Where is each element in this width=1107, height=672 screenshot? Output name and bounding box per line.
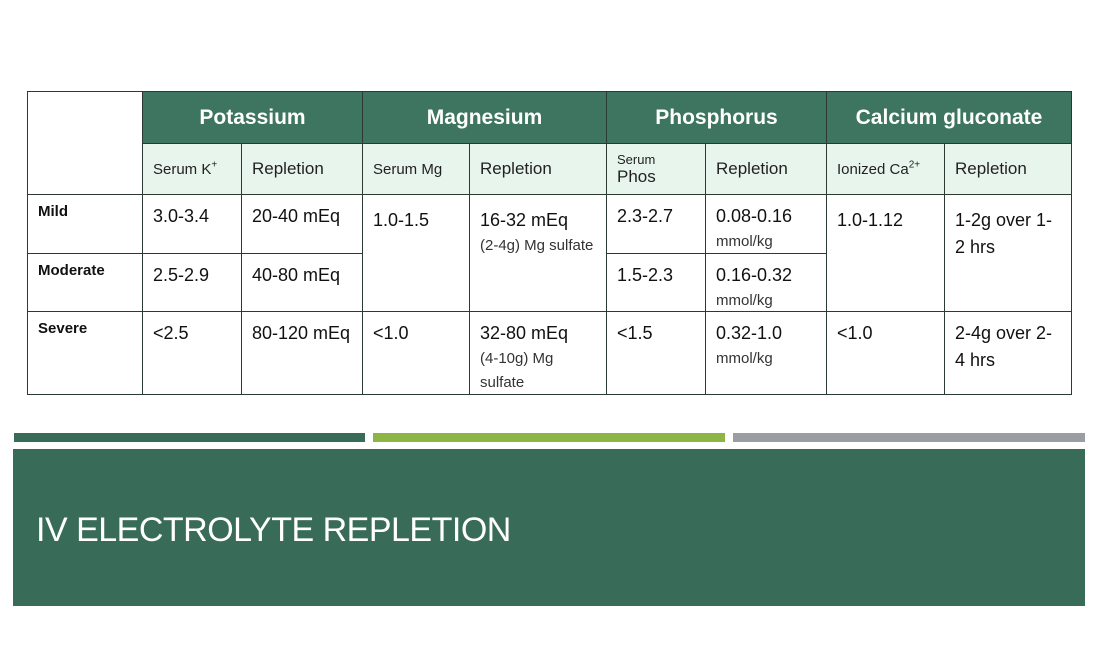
table-cell: 20-40 mEq <box>241 194 363 254</box>
table-cell: 40-80 mEq <box>241 253 363 312</box>
table-cell: <1.5 <box>606 311 706 395</box>
sub-header-text: Phos <box>617 166 656 186</box>
banner: IV ELECTROLYTE REPLETION <box>13 449 1085 606</box>
table-cell: 0.08-0.16 mmol/kg <box>705 194 827 254</box>
row-label: Severe <box>27 311 143 395</box>
group-title: Calcium gluconate <box>855 105 1043 129</box>
table-cell: 2-4g over 2-4 hrs <box>944 311 1072 395</box>
sub-header-text: Repletion <box>252 159 324 178</box>
cell-value: 1.5-2.3 <box>617 265 674 285</box>
cell-value: <1.5 <box>617 323 653 343</box>
table-cell: <1.0 <box>826 311 945 395</box>
accent-bar <box>733 433 1085 442</box>
banner-title: IV ELECTROLYTE REPLETION <box>36 511 511 549</box>
accent-bar <box>373 433 725 442</box>
cell-value: 32-80 mEq <box>480 323 569 343</box>
table-cell: <1.0 <box>362 311 470 395</box>
table-cell: 0.32-1.0 mmol/kg <box>705 311 827 395</box>
sub-header: Serum Mg <box>362 143 470 195</box>
sub-header-line: Ionized Ca2+ <box>837 159 944 179</box>
sub-header-text: Serum Mg <box>373 160 443 178</box>
table-cell: 16-32 mEq (2-4g) Mg sulfate <box>469 194 607 312</box>
row-label-text: Mild <box>38 203 68 220</box>
sub-header-small: Serum <box>617 151 656 167</box>
cell-note: mmol/kg <box>716 233 773 250</box>
cell-note: mmol/kg <box>716 350 773 367</box>
cell-note: (4-10g) Mg sulfate <box>480 350 554 391</box>
sub-header: Ionized Ca2+ <box>826 143 945 195</box>
row-label: Mild <box>27 194 143 254</box>
superscript: + <box>211 159 218 171</box>
group-header: Calcium gluconate <box>826 91 1072 144</box>
cell-value: 2.5-2.9 <box>153 265 210 285</box>
sub-header: Repletion <box>241 143 363 195</box>
cell-value: 20-40 mEq <box>252 206 341 226</box>
cell-value: 80-120 mEq <box>252 323 351 343</box>
cell-value: 1.0-1.5 <box>373 210 430 230</box>
cell-value: <1.0 <box>373 323 409 343</box>
cell-value: 1.0-1.12 <box>837 210 904 230</box>
group-title: Magnesium <box>426 105 543 129</box>
cell-value: 40-80 mEq <box>252 265 341 285</box>
cell-value: 2-4g over 2-4 hrs <box>955 323 1053 370</box>
table-cell: <2.5 <box>142 311 242 395</box>
group-title: Potassium <box>199 105 306 129</box>
sub-header: Serum Phos <box>606 143 706 195</box>
cell-value: <1.0 <box>837 323 873 343</box>
sub-header: Repletion <box>469 143 607 195</box>
sub-header-text: Serum K <box>153 161 212 178</box>
table-cell: 0.16-0.32 mmol/kg <box>705 253 827 312</box>
sub-header: Serum K+ <box>142 143 242 195</box>
table-cell: 1.0-1.5 <box>362 194 470 312</box>
group-header: Magnesium <box>362 91 607 144</box>
group-title: Phosphorus <box>655 105 778 129</box>
sub-header-text: Ionized Ca <box>837 161 909 178</box>
cell-value: 0.08-0.16 <box>716 206 793 226</box>
table-cell: 1-2g over 1-2 hrs <box>944 194 1072 312</box>
group-header: Potassium <box>142 91 363 144</box>
group-header: Phosphorus <box>606 91 827 144</box>
corner-cell <box>27 91 143 195</box>
cell-note: mmol/kg <box>716 292 773 309</box>
sub-header-text: Repletion <box>716 159 788 178</box>
cell-value: 16-32 mEq <box>480 210 569 230</box>
table-cell: 2.3-2.7 <box>606 194 706 254</box>
table-cell: 2.5-2.9 <box>142 253 242 312</box>
cell-value: 0.32-1.0 <box>716 323 783 343</box>
cell-value: 0.16-0.32 <box>716 265 793 285</box>
row-label-text: Severe <box>38 320 88 337</box>
table-cell: 1.0-1.12 <box>826 194 945 312</box>
table-cell: 3.0-3.4 <box>142 194 242 254</box>
sub-header-line: Serum K+ <box>153 159 241 179</box>
row-label: Moderate <box>27 253 143 312</box>
table-cell: 80-120 mEq <box>241 311 363 395</box>
superscript: 2+ <box>908 159 921 171</box>
accent-bar <box>14 433 365 442</box>
cell-value: 2.3-2.7 <box>617 206 674 226</box>
cell-note: (2-4g) Mg sulfate <box>480 237 594 254</box>
sub-header: Repletion <box>944 143 1072 195</box>
cell-value: 3.0-3.4 <box>153 206 210 226</box>
sub-header-text: Repletion <box>480 159 552 178</box>
cell-value: 1-2g over 1-2 hrs <box>955 210 1053 257</box>
sub-header-text: Repletion <box>955 159 1027 178</box>
sub-header: Repletion <box>705 143 827 195</box>
cell-value: <2.5 <box>153 323 189 343</box>
table-cell: 1.5-2.3 <box>606 253 706 312</box>
row-label-text: Moderate <box>38 262 105 279</box>
table-cell: 32-80 mEq (4-10g) Mg sulfate <box>469 311 607 395</box>
